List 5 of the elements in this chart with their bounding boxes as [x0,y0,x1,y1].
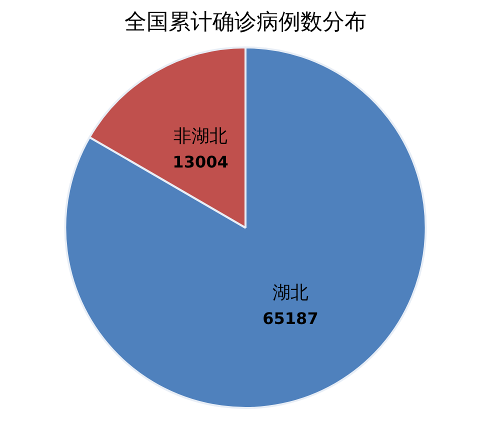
data-label: 65187 [262,308,318,328]
data-label: 13004 [172,152,228,172]
slice-label: 湖北 [272,282,308,304]
slice-label: 非湖北 [174,126,228,148]
chart-title: 全国累计确诊病例数分布 [124,10,366,35]
